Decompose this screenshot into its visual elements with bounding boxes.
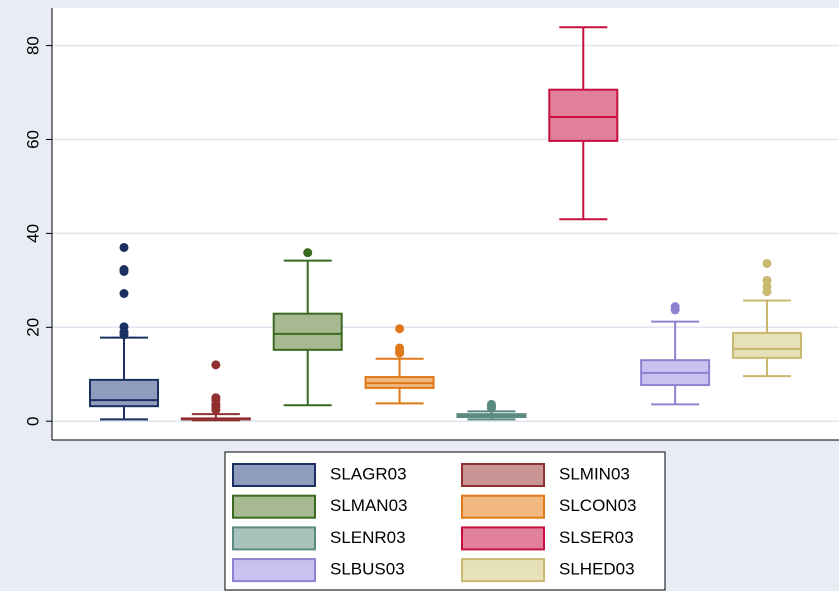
legend-swatch xyxy=(461,558,545,583)
outlier xyxy=(486,403,496,413)
legend-label: SLAGR03 xyxy=(330,464,407,483)
legend-swatch xyxy=(232,494,316,519)
legend-swatch xyxy=(232,526,316,551)
legend-swatch xyxy=(232,463,316,487)
legend-swatch xyxy=(461,526,545,551)
outlier xyxy=(119,242,129,252)
y-tick-label: 0 xyxy=(23,416,42,425)
outlier xyxy=(119,266,129,276)
box xyxy=(89,378,159,408)
y-tick-label: 60 xyxy=(23,130,42,149)
legend-label: SLCON03 xyxy=(559,496,636,515)
legend-label: SLHED03 xyxy=(559,560,635,579)
legend-swatch xyxy=(461,494,545,519)
box xyxy=(272,312,343,351)
outlier xyxy=(211,360,221,370)
box xyxy=(548,88,619,142)
legend-label: SLMAN03 xyxy=(330,496,407,515)
legend-label: SLBUS03 xyxy=(330,560,405,579)
legend-label: SLSER03 xyxy=(559,528,634,547)
box xyxy=(732,331,802,359)
outlier xyxy=(762,258,772,268)
legend-label: SLENR03 xyxy=(330,528,406,547)
y-tick-label: 40 xyxy=(23,224,42,243)
outlier xyxy=(395,348,405,358)
outlier xyxy=(119,288,129,298)
legend-swatch xyxy=(461,463,545,487)
outlier xyxy=(303,248,313,258)
outlier xyxy=(762,287,772,297)
outlier xyxy=(395,324,405,334)
y-tick-label: 20 xyxy=(23,318,42,337)
legend-swatch xyxy=(232,558,316,583)
plot-area xyxy=(52,8,839,440)
legend-label: SLMIN03 xyxy=(559,464,630,483)
y-tick-label: 80 xyxy=(23,36,42,55)
outlier xyxy=(119,330,129,340)
outlier xyxy=(670,305,680,315)
outlier xyxy=(211,405,221,415)
